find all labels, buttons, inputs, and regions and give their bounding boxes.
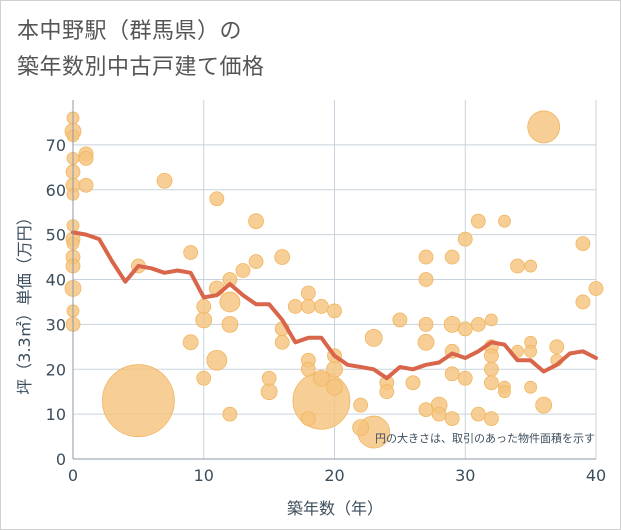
data-bubble <box>470 316 486 332</box>
data-bubble <box>352 419 370 436</box>
data-bubble <box>248 254 264 269</box>
data-bubble <box>457 231 473 247</box>
y-tick-label: 50 <box>46 226 66 245</box>
data-bubble <box>274 249 291 265</box>
y-axis-label: 坪（3.3㎡）単価（万円） <box>15 209 34 394</box>
data-bubble <box>353 397 369 413</box>
data-bubble <box>364 328 383 347</box>
data-bubble <box>327 303 342 319</box>
data-bubble <box>379 384 395 400</box>
data-bubble <box>498 214 511 228</box>
x-tick-label: 30 <box>455 466 475 485</box>
data-bubble <box>535 396 553 414</box>
data-bubble <box>209 191 225 207</box>
average-line-layer <box>71 230 598 381</box>
chart-title-line-1: 本中野駅（群馬県）の <box>17 19 243 44</box>
data-bubble <box>431 406 447 422</box>
data-bubble <box>418 272 434 287</box>
data-bubble <box>483 361 499 377</box>
data-bubbles <box>64 110 604 449</box>
chart-title: 本中野駅（群馬県）の 築年数別中古戸建て価格 <box>17 14 265 86</box>
data-bubble <box>326 360 343 378</box>
data-bubble <box>261 370 277 386</box>
x-tick-label: 20 <box>324 466 344 485</box>
x-tick-label: 40 <box>586 466 606 485</box>
bubble-size-note: 円の大きさは、取引のあった物件面積を示す <box>375 431 595 445</box>
data-bubble <box>444 411 460 427</box>
data-bubble <box>101 364 175 438</box>
data-bubble <box>575 236 591 252</box>
data-bubble <box>206 349 228 371</box>
data-bubble <box>78 177 94 193</box>
data-bubble <box>195 311 213 329</box>
data-bubble <box>524 380 538 394</box>
axes: 0 10 20 30 40 0 10 20 30 40 50 60 70 <box>46 100 606 485</box>
data-bubble <box>235 263 251 278</box>
data-bubble <box>470 213 486 229</box>
data-bubble <box>444 249 460 265</box>
data-bubble <box>575 294 591 310</box>
data-bubble <box>527 110 561 144</box>
data-bubble <box>221 315 239 333</box>
data-bubble <box>196 370 212 386</box>
chart-title-line-2: 築年数別中古戸建て価格 <box>17 55 265 80</box>
data-bubble <box>405 375 421 391</box>
data-bubble <box>498 385 511 399</box>
data-bubble <box>313 369 330 387</box>
data-bubble <box>470 406 486 422</box>
data-bubble <box>418 402 434 418</box>
x-tick-label: 10 <box>194 466 214 485</box>
data-bubble <box>300 411 316 427</box>
data-bubble <box>300 299 316 314</box>
data-bubble <box>483 348 499 364</box>
data-bubble <box>196 299 212 314</box>
data-bubble <box>260 383 278 401</box>
data-bubble <box>483 375 499 391</box>
data-bubble <box>300 361 316 377</box>
data-bubble <box>443 315 461 333</box>
data-bubble <box>524 259 538 273</box>
data-bubble <box>219 291 241 313</box>
data-bubble <box>392 312 408 328</box>
data-bubble <box>326 378 343 396</box>
data-bubble <box>444 366 460 382</box>
data-bubble <box>549 339 565 355</box>
data-bubble <box>588 281 604 296</box>
y-tick-label: 0 <box>56 450 66 469</box>
data-bubble <box>183 245 199 260</box>
data-bubble <box>418 316 434 332</box>
data-bubble <box>78 150 94 166</box>
data-bubble <box>156 172 173 189</box>
data-bubble <box>483 411 499 427</box>
data-bubble <box>182 334 199 351</box>
data-bubble <box>484 313 498 327</box>
y-tick-label: 10 <box>46 405 66 424</box>
y-tick-label: 40 <box>46 271 66 290</box>
y-tick-label: 70 <box>46 136 66 155</box>
data-bubble <box>314 299 329 314</box>
x-axis-label: 築年数（年） <box>287 499 383 518</box>
data-bubble <box>524 344 538 358</box>
x-tick-label: 0 <box>68 466 78 485</box>
data-bubble <box>248 213 264 230</box>
data-bubble <box>417 333 435 351</box>
data-bubble <box>287 299 303 314</box>
data-bubble <box>274 334 290 350</box>
data-bubble <box>418 249 434 265</box>
data-bubble <box>457 370 473 386</box>
data-bubble <box>300 285 316 301</box>
data-bubble <box>457 321 473 337</box>
y-tick-label: 20 <box>46 360 66 379</box>
y-tick-label: 30 <box>46 315 66 334</box>
average-price-line <box>71 230 598 381</box>
y-tick-label: 60 <box>46 181 66 200</box>
data-bubble <box>510 258 525 274</box>
data-bubble <box>222 406 238 422</box>
